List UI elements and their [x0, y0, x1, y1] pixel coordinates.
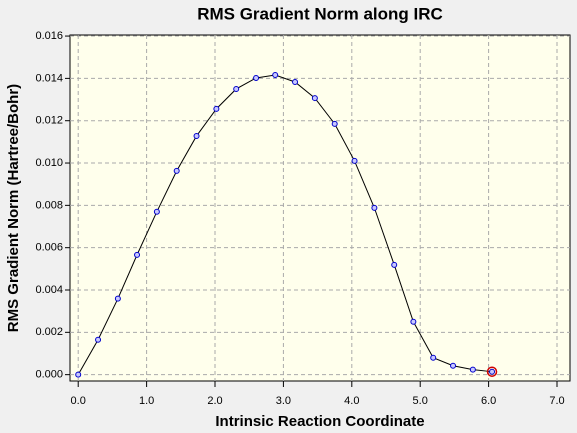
data-point: [173, 167, 180, 174]
data-point: [391, 261, 398, 268]
data-point: [95, 336, 102, 343]
y-tick-label: 0.010: [35, 157, 63, 169]
y-tick-label: 0.012: [35, 115, 63, 127]
data-point: [371, 204, 378, 211]
x-tick-label: 7.0: [549, 395, 564, 407]
data-point: [233, 85, 240, 92]
y-tick-label: 0.002: [35, 326, 63, 338]
data-point: [450, 362, 457, 369]
x-tick-label: 4.0: [344, 395, 359, 407]
y-axis-title: RMS Gradient Norm (Hartree/Bohr): [5, 84, 22, 332]
y-tick-label: 0.000: [35, 369, 63, 381]
x-tick-label: 1.0: [139, 395, 154, 407]
y-tick-label: 0.004: [35, 284, 63, 296]
data-point: [272, 71, 279, 78]
data-point: [489, 368, 496, 375]
x-axis-title: Intrinsic Reaction Coordinate: [215, 413, 424, 430]
plot-area: [69, 34, 571, 382]
data-point: [410, 318, 417, 325]
x-tick-label: 6.0: [481, 395, 496, 407]
data-point: [430, 354, 437, 361]
x-tick-label: 3.0: [276, 395, 291, 407]
x-tick-label: 0.0: [71, 395, 86, 407]
data-point: [193, 132, 200, 139]
x-tick-label: 5.0: [413, 395, 428, 407]
data-point: [253, 74, 260, 81]
data-point: [114, 295, 121, 302]
y-tick-label: 0.008: [35, 199, 63, 211]
y-tick-label: 0.016: [35, 30, 63, 42]
data-point: [331, 120, 338, 127]
data-point: [311, 95, 318, 102]
data-point: [292, 78, 299, 85]
data-point: [213, 105, 220, 112]
data-point: [75, 371, 82, 378]
data-point: [134, 251, 141, 258]
y-tick-label: 0.006: [35, 242, 63, 254]
data-point: [469, 366, 476, 373]
series-line: [77, 74, 493, 375]
chart-title: RMS Gradient Norm along IRC: [197, 4, 443, 23]
data-point: [351, 157, 358, 164]
highlight-ring: [486, 366, 498, 377]
y-tick-label: 0.014: [35, 72, 63, 84]
data-point: [153, 208, 160, 215]
x-tick-label: 2.0: [207, 395, 222, 407]
